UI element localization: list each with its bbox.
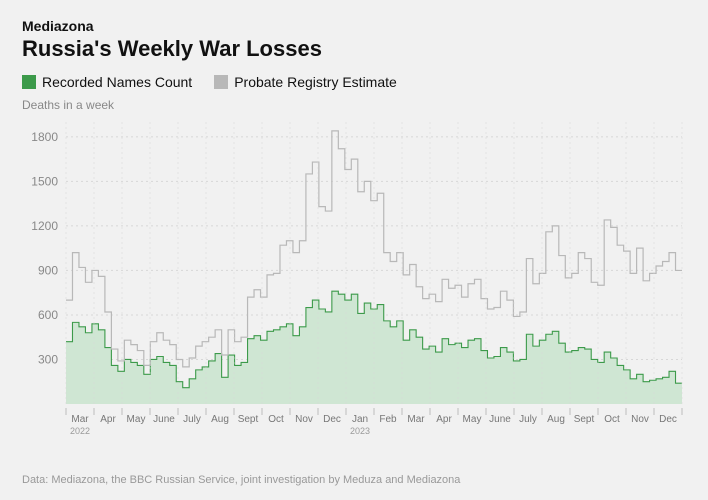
svg-text:900: 900 [38, 263, 58, 277]
svg-text:June: June [153, 414, 175, 425]
svg-text:2022: 2022 [70, 426, 90, 436]
svg-text:2023: 2023 [350, 426, 370, 436]
svg-text:Oct: Oct [604, 414, 620, 425]
legend: Recorded Names Count Probate Registry Es… [22, 74, 686, 90]
legend-item-probate: Probate Registry Estimate [214, 74, 397, 90]
svg-text:Nov: Nov [631, 414, 649, 425]
svg-text:July: July [519, 414, 537, 425]
svg-text:June: June [489, 414, 511, 425]
chart-svg: 300 600 900 1200 1500 1800 Mar Apr May June July Au… [22, 116, 686, 446]
svg-text:Sept: Sept [574, 414, 595, 425]
svg-text:July: July [183, 414, 201, 425]
brand-label: Mediazona [22, 18, 686, 34]
data-source-footer: Data: Mediazona, the BBC Russian Service… [22, 474, 460, 486]
svg-text:1200: 1200 [31, 219, 58, 233]
svg-text:600: 600 [38, 308, 58, 322]
svg-text:1800: 1800 [31, 130, 58, 144]
legend-label-probate: Probate Registry Estimate [234, 74, 397, 90]
svg-text:May: May [127, 414, 146, 425]
svg-text:Aug: Aug [547, 414, 565, 425]
svg-text:Dec: Dec [659, 414, 677, 425]
legend-item-recorded: Recorded Names Count [22, 74, 192, 90]
svg-text:May: May [463, 414, 482, 425]
svg-text:Oct: Oct [268, 414, 284, 425]
legend-label-recorded: Recorded Names Count [42, 74, 192, 90]
svg-text:Apr: Apr [436, 414, 452, 425]
svg-text:Dec: Dec [323, 414, 341, 425]
swatch-probate [214, 75, 228, 89]
chart-title: Russia's Weekly War Losses [22, 36, 686, 62]
svg-text:Feb: Feb [379, 414, 397, 425]
svg-text:Mar: Mar [407, 414, 425, 425]
y-axis-hint: Deaths in a week [22, 98, 686, 112]
svg-text:Sept: Sept [238, 414, 259, 425]
svg-text:Apr: Apr [100, 414, 116, 425]
chart: 300 600 900 1200 1500 1800 Mar Apr May June July Au… [22, 116, 686, 446]
svg-text:Nov: Nov [295, 414, 313, 425]
svg-text:Jan: Jan [352, 414, 368, 425]
svg-text:1500: 1500 [31, 174, 58, 188]
swatch-recorded [22, 75, 36, 89]
svg-text:Mar: Mar [71, 414, 89, 425]
svg-text:Aug: Aug [211, 414, 229, 425]
svg-text:300: 300 [38, 352, 58, 366]
